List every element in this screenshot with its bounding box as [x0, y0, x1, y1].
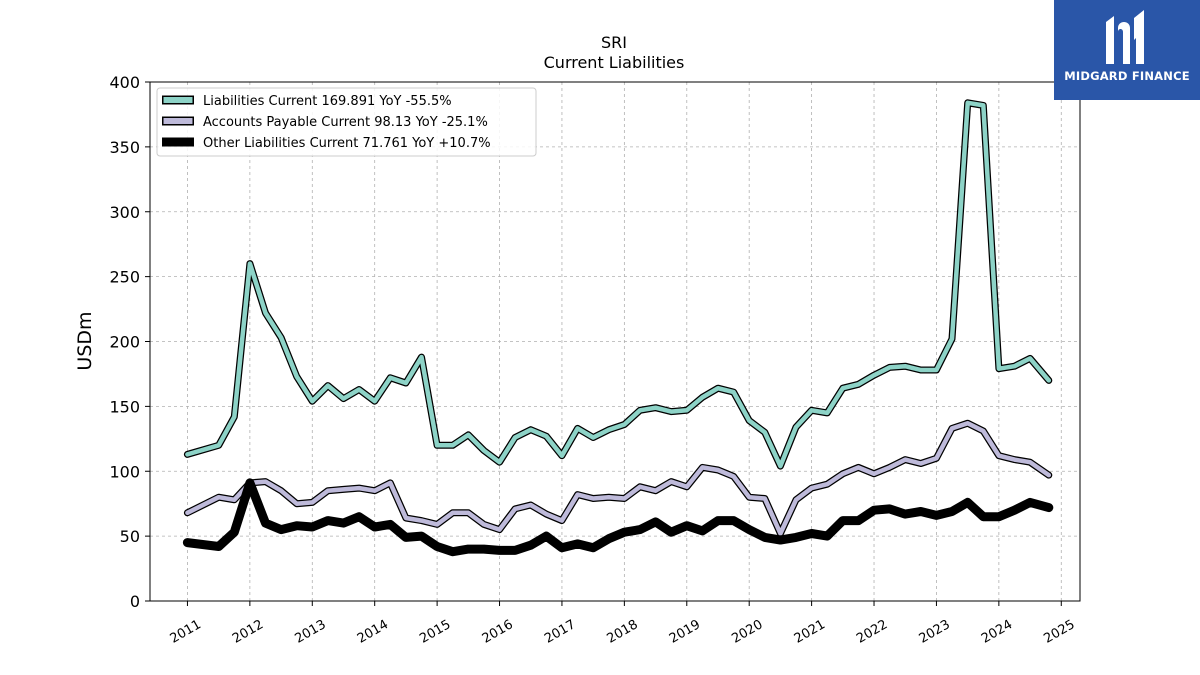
x-tick-label: 2011 [168, 617, 204, 647]
chart-title: SRI [601, 33, 627, 52]
y-tick-label: 0 [130, 592, 140, 611]
y-tick-label: 100 [109, 462, 140, 481]
y-axis-label: USDm [74, 311, 96, 370]
x-tick-label: 2018 [605, 617, 641, 647]
legend-entry: Liabilities Current 169.891 YoY -55.5% [203, 94, 452, 109]
y-tick-label: 250 [109, 268, 140, 287]
x-tick-label: 2012 [230, 617, 266, 647]
midgard-logo-icon [1106, 10, 1144, 64]
y-tick-label: 200 [109, 333, 140, 352]
x-tick-label: 2022 [854, 617, 890, 647]
series-line-1 [185, 420, 1052, 536]
series-outline-0 [183, 99, 1053, 470]
y-tick-label: 400 [109, 73, 140, 92]
x-tick-label: 2021 [792, 617, 828, 647]
series-line-0 [185, 100, 1052, 469]
logo-text: MIDGARD FINANCE [1064, 69, 1190, 83]
x-tick-label: 2017 [542, 617, 578, 647]
x-tick-label: 2023 [917, 617, 953, 647]
y-tick-label: 50 [120, 527, 140, 546]
x-tick-label: 2015 [417, 617, 453, 647]
series-line-2 [182, 478, 1054, 557]
x-tick-label: 2016 [480, 617, 516, 647]
x-tick-label: 2013 [292, 617, 328, 647]
midgard-finance-logo: MIDGARD FINANCE [1054, 0, 1200, 100]
axes: 0 50 100 150 200 250 300 350 400 2011 2012 2013 2014… [109, 73, 1077, 647]
y-tick-label: 350 [109, 138, 140, 157]
legend-box [156, 87, 537, 157]
x-tick-label: 2019 [667, 617, 703, 647]
x-tick-label: 2014 [355, 617, 391, 647]
legend-entry: Accounts Payable Current 98.13 YoY -25.1… [203, 115, 488, 130]
legend: Liabilities Current 169.891 YoY -55.5% Ac… [156, 87, 537, 157]
y-tick-label: 150 [109, 397, 140, 416]
chart-subtitle: Current Liabilities [544, 53, 685, 72]
x-tick-label: 2025 [1041, 617, 1077, 647]
series-outline-1 [183, 419, 1053, 537]
x-tick-label: 2024 [979, 617, 1015, 647]
legend-entry: Other Liabilities Current 71.761 YoY +10… [203, 136, 491, 151]
series-lines [182, 99, 1054, 557]
x-tick-label: 2020 [729, 617, 765, 647]
y-tick-label: 300 [109, 203, 140, 222]
